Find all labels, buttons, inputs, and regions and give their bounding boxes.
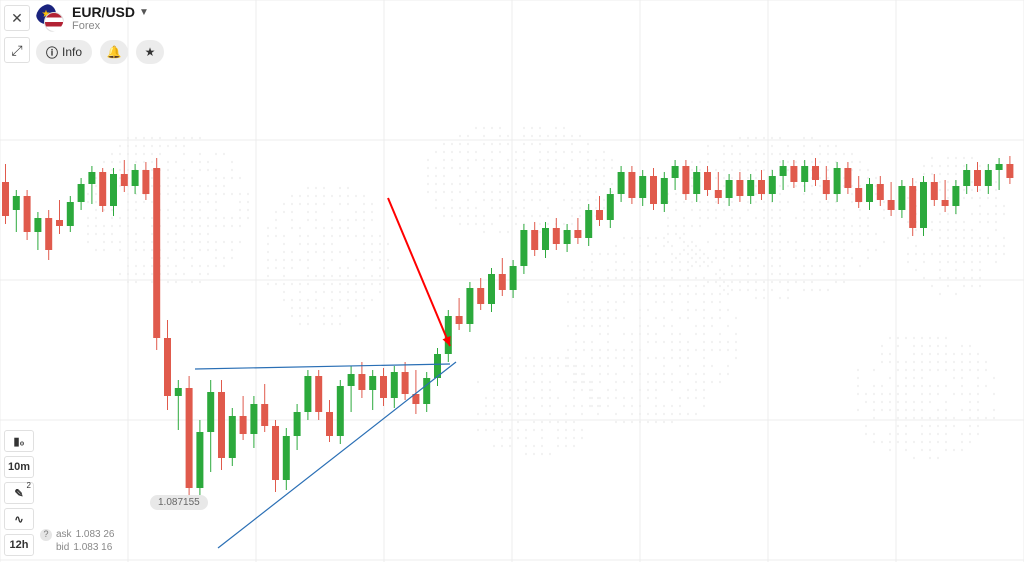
star-icon: ★ <box>145 45 156 59</box>
chevron-down-icon: ▼ <box>139 7 149 18</box>
info-label: Info <box>62 45 82 59</box>
bell-icon: 🔔 <box>107 45 122 59</box>
close-icon: ✕ <box>11 10 23 27</box>
ask-label: ask <box>56 528 72 541</box>
left-toolbar: ▮₀ 10m ✎2 ∿ 12h <box>4 430 34 556</box>
info-button[interactable]: ⓘ Info <box>36 40 92 64</box>
period-button[interactable]: 12h <box>4 534 34 556</box>
candle-icon: ▮₀ <box>13 435 24 448</box>
expand-icon: ⤢ <box>11 42 22 59</box>
bid-value: 1.083 16 <box>73 541 112 554</box>
drawings-count: 2 <box>27 481 31 490</box>
drawings-button[interactable]: ✎2 <box>4 482 34 504</box>
low-price-label: 1.087155 <box>150 495 208 510</box>
timeframe-button[interactable]: 10m <box>4 456 34 478</box>
info-icon: ⓘ <box>46 44 58 61</box>
pair-flag-icon: ★ <box>36 4 64 32</box>
help-icon[interactable]: ? <box>40 529 52 541</box>
pair-subtitle: Forex <box>72 20 149 32</box>
alerts-button[interactable]: 🔔 <box>100 40 128 64</box>
indicators-button[interactable]: ∿ <box>4 508 34 530</box>
favorite-button[interactable]: ★ <box>136 40 164 64</box>
bid-ask-box: ? ask 1.083 26 bid 1.083 16 <box>40 528 115 554</box>
bid-label: bid <box>56 541 69 554</box>
ask-value: 1.083 26 <box>76 528 115 541</box>
pair-name: EUR/USD <box>72 4 135 20</box>
instrument-selector[interactable]: ★ EUR/USD ▼ Forex <box>36 4 149 32</box>
chart-type-button[interactable]: ▮₀ <box>4 430 34 452</box>
pencil-icon: ✎ <box>14 487 23 500</box>
fullscreen-button[interactable]: ⤢ <box>4 37 30 63</box>
candlestick-chart[interactable] <box>0 0 1024 562</box>
wave-icon: ∿ <box>14 513 23 526</box>
close-button[interactable]: ✕ <box>4 5 30 31</box>
